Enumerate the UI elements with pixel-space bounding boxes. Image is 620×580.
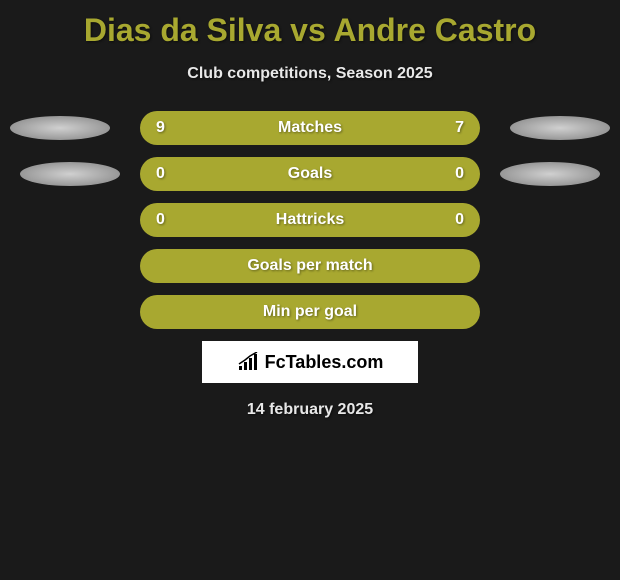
stat-bar: 0 Hattricks 0	[140, 203, 480, 237]
stat-value-right: 7	[444, 119, 464, 137]
stat-value-left: 0	[156, 165, 176, 183]
stat-label: Matches	[278, 119, 342, 137]
stat-bar: Min per goal	[140, 295, 480, 329]
stat-bar: 9 Matches 7	[140, 111, 480, 145]
stat-bar: 0 Goals 0	[140, 157, 480, 191]
player-left-marker	[10, 116, 110, 140]
stat-row-hattricks: 0 Hattricks 0	[0, 203, 620, 237]
stat-label: Min per goal	[263, 303, 357, 321]
stat-label: Hattricks	[276, 211, 344, 229]
stat-row-goals: 0 Goals 0	[0, 157, 620, 191]
logo-box: FcTables.com	[202, 341, 418, 383]
player-left-marker	[20, 162, 120, 186]
stat-bar: Goals per match	[140, 249, 480, 283]
date-text: 14 february 2025	[0, 401, 620, 419]
chart-icon	[237, 352, 261, 372]
player-right-marker	[510, 116, 610, 140]
stat-row-matches: 9 Matches 7	[0, 111, 620, 145]
comparison-subtitle: Club competitions, Season 2025	[0, 65, 620, 83]
stat-label: Goals	[288, 165, 332, 183]
stat-row-min-per-goal: Min per goal	[0, 295, 620, 329]
stat-value-left: 9	[156, 119, 176, 137]
stat-value-right: 0	[444, 165, 464, 183]
stat-label: Goals per match	[247, 257, 372, 275]
stat-value-left: 0	[156, 211, 176, 229]
stat-row-goals-per-match: Goals per match	[0, 249, 620, 283]
comparison-stats: 9 Matches 7 0 Goals 0 0 Hattricks 0 Goal…	[0, 111, 620, 329]
comparison-title: Dias da Silva vs Andre Castro	[0, 0, 620, 49]
stat-value-right: 0	[444, 211, 464, 229]
logo-text: FcTables.com	[265, 352, 384, 373]
player-right-marker	[500, 162, 600, 186]
